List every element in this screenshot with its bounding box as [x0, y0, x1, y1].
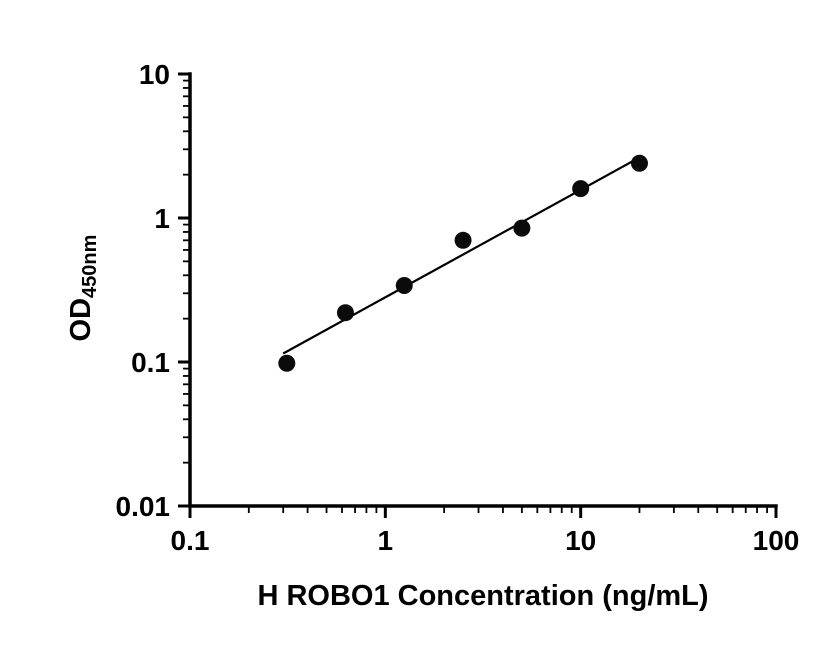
y-tick-label: 10: [139, 59, 170, 90]
y-axis-title-subscript: 450nm: [79, 235, 101, 298]
x-tick-label: 100: [753, 525, 800, 556]
x-tick-label: 10: [565, 525, 596, 556]
axis-spines: [188, 72, 778, 508]
x-tick-label: 0.1: [171, 525, 210, 556]
elisa-standard-curve-figure: 0.1 1 10 100 0.01 0.1 1 10 H ROBO1 Concentratio…: [40, 16, 816, 656]
data-point: [395, 276, 413, 294]
plot-series: [278, 154, 648, 372]
y-tick-label: 0.1: [131, 347, 170, 378]
y-axis-title-main: OD: [65, 298, 97, 342]
data-point: [336, 304, 354, 322]
data-point: [572, 180, 590, 198]
y-axis-title: OD450nm: [65, 235, 101, 342]
data-point: [630, 154, 648, 172]
x-tick-label: 1: [378, 525, 394, 556]
data-point: [454, 231, 472, 249]
data-point: [278, 354, 296, 372]
data-point: [513, 219, 531, 237]
y-tick-label: 0.01: [116, 491, 171, 522]
y-tick-label: 1: [154, 203, 170, 234]
x-axis-title: H ROBO1 Concentration (ng/mL): [257, 580, 708, 612]
